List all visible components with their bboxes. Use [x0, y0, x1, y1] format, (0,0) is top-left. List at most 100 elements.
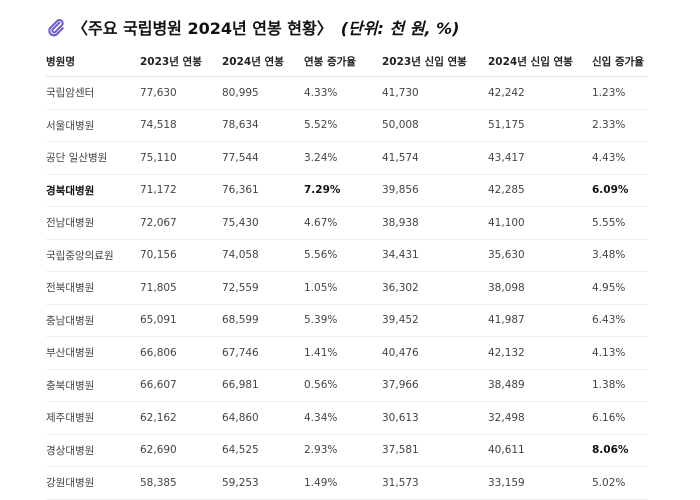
cell-hospital-name: 서울대병원	[46, 109, 140, 142]
cell-new-growth: 2.33%	[592, 109, 648, 142]
table-row: 제주대병원 62,162 64,860 4.34% 30,613 32,498 6.16%	[46, 401, 648, 435]
table-row: 충남대병원 65,091 68,599 5.39% 39,452 41,987 6.43%	[46, 304, 648, 337]
cell-salary-growth: 1.49%	[304, 466, 382, 500]
cell-salary-growth: 5.52%	[304, 109, 382, 142]
cell-new-salary-2024: 40,611	[488, 434, 592, 467]
cell-new-salary-2023: 36,302	[382, 271, 488, 305]
cell-new-growth: 6.09%	[592, 174, 648, 207]
cell-new-salary-2023: 39,452	[382, 304, 488, 337]
cell-salary-growth: 4.33%	[304, 76, 382, 110]
cell-new-salary-2024: 42,132	[488, 336, 592, 370]
cell-hospital-name: 부산대병원	[46, 336, 140, 370]
cell-new-growth: 5.02%	[592, 466, 648, 500]
cell-new-salary-2023: 39,856	[382, 174, 488, 207]
cell-salary-growth: 7.29%	[304, 174, 382, 207]
cell-new-salary-2024: 41,100	[488, 206, 592, 240]
cell-new-salary-2023: 30,613	[382, 401, 488, 435]
cell-salary-growth: 5.39%	[304, 304, 382, 337]
cell-hospital-name: 충북대병원	[46, 369, 140, 402]
cell-salary-2023: 65,091	[140, 304, 222, 337]
cell-salary-2023: 62,690	[140, 434, 222, 467]
cell-salary-2024: 72,559	[222, 271, 304, 305]
cell-salary-2023: 72,067	[140, 206, 222, 240]
cell-salary-2023: 71,805	[140, 271, 222, 305]
cell-salary-2024: 75,430	[222, 206, 304, 240]
table-row: 서울대병원 74,518 78,634 5.52% 50,008 51,175 2.33%	[46, 109, 648, 142]
cell-new-growth: 1.23%	[592, 76, 648, 110]
col-header-salary-2023: 2023년 연봉	[140, 46, 222, 77]
col-header-new-salary-2024: 2024년 신입 연봉	[488, 46, 592, 77]
title-text: 〈주요 국립병원 2024년 연봉 현황〉	[72, 19, 333, 38]
cell-new-salary-2024: 38,489	[488, 369, 592, 402]
cell-salary-growth: 1.41%	[304, 336, 382, 370]
cell-salary-2023: 70,156	[140, 239, 222, 272]
salary-table: 병원명 2023년 연봉 2024년 연봉 연봉 증가율 2023년 신입 연봉…	[46, 46, 648, 500]
cell-new-salary-2023: 50,008	[382, 109, 488, 142]
cell-new-salary-2024: 41,987	[488, 304, 592, 337]
cell-salary-growth: 0.56%	[304, 369, 382, 402]
cell-new-growth: 3.48%	[592, 239, 648, 272]
cell-salary-2023: 74,518	[140, 109, 222, 142]
cell-salary-growth: 5.56%	[304, 239, 382, 272]
table-title: 〈주요 국립병원 2024년 연봉 현황〉 (단위: 천 원, %)	[46, 14, 700, 40]
cell-new-salary-2024: 43,417	[488, 141, 592, 175]
cell-new-growth: 5.55%	[592, 206, 648, 240]
cell-salary-growth: 4.67%	[304, 206, 382, 240]
cell-hospital-name: 전북대병원	[46, 271, 140, 305]
cell-new-salary-2023: 38,938	[382, 206, 488, 240]
table-row: 부산대병원 66,806 67,746 1.41% 40,476 42,132 4.13%	[46, 336, 648, 370]
table-row: 전북대병원 71,805 72,559 1.05% 36,302 38,098 4.95%	[46, 271, 648, 305]
col-header-new-salary-2023: 2023년 신입 연봉	[382, 46, 488, 77]
unit-note: (단위: 천 원, %)	[340, 19, 460, 38]
cell-salary-growth: 4.34%	[304, 401, 382, 435]
cell-hospital-name: 충남대병원	[46, 304, 140, 337]
cell-salary-growth: 1.05%	[304, 271, 382, 305]
cell-hospital-name: 경북대병원	[46, 174, 140, 207]
cell-salary-growth: 2.93%	[304, 434, 382, 467]
cell-new-growth: 4.95%	[592, 271, 648, 305]
cell-hospital-name: 국립암센터	[46, 76, 140, 110]
cell-salary-2024: 59,253	[222, 466, 304, 500]
cell-new-salary-2023: 40,476	[382, 336, 488, 370]
cell-new-growth: 4.13%	[592, 336, 648, 370]
table-row: 국립암센터 77,630 80,995 4.33% 41,730 42,242 1.23%	[46, 76, 648, 110]
cell-salary-2023: 66,607	[140, 369, 222, 402]
cell-salary-2024: 64,860	[222, 401, 304, 435]
cell-new-salary-2023: 34,431	[382, 239, 488, 272]
cell-new-salary-2023: 37,581	[382, 434, 488, 467]
cell-new-salary-2024: 42,285	[488, 174, 592, 207]
cell-salary-2023: 77,630	[140, 76, 222, 110]
table-row: 강원대병원 58,385 59,253 1.49% 31,573 33,159 5.02%	[46, 466, 648, 500]
cell-salary-2024: 76,361	[222, 174, 304, 207]
cell-salary-2024: 67,746	[222, 336, 304, 370]
col-header-new-growth: 신입 증가율	[592, 46, 648, 77]
cell-new-salary-2024: 32,498	[488, 401, 592, 435]
cell-hospital-name: 전남대병원	[46, 206, 140, 240]
cell-new-growth: 8.06%	[592, 434, 648, 467]
cell-new-salary-2024: 51,175	[488, 109, 592, 142]
cell-new-salary-2023: 31,573	[382, 466, 488, 500]
cell-salary-2024: 66,981	[222, 369, 304, 402]
col-header-salary-2024: 2024년 연봉	[222, 46, 304, 77]
cell-hospital-name: 국립중앙의료원	[46, 239, 140, 272]
cell-new-growth: 6.43%	[592, 304, 648, 337]
header-row: 병원명 2023년 연봉 2024년 연봉 연봉 증가율 2023년 신입 연봉…	[46, 46, 648, 77]
table-row: 경북대병원 71,172 76,361 7.29% 39,856 42,285 6.09%	[46, 174, 648, 207]
table-row: 경상대병원 62,690 64,525 2.93% 37,581 40,611 8.06%	[46, 434, 648, 467]
table-row: 전남대병원 72,067 75,430 4.67% 38,938 41,100 5.55%	[46, 206, 648, 240]
cell-salary-2024: 74,058	[222, 239, 304, 272]
cell-new-salary-2024: 33,159	[488, 466, 592, 500]
cell-new-salary-2024: 38,098	[488, 271, 592, 305]
cell-salary-2024: 64,525	[222, 434, 304, 467]
cell-hospital-name: 제주대병원	[46, 401, 140, 435]
paperclip-icon	[48, 19, 64, 37]
cell-salary-2024: 80,995	[222, 76, 304, 110]
cell-salary-2023: 62,162	[140, 401, 222, 435]
cell-salary-2023: 66,806	[140, 336, 222, 370]
table-row: 충북대병원 66,607 66,981 0.56% 37,966 38,489 1.38%	[46, 369, 648, 402]
cell-hospital-name: 경상대병원	[46, 434, 140, 467]
col-header-hospital: 병원명	[46, 46, 140, 77]
cell-salary-2023: 58,385	[140, 466, 222, 500]
cell-new-growth: 4.43%	[592, 141, 648, 175]
